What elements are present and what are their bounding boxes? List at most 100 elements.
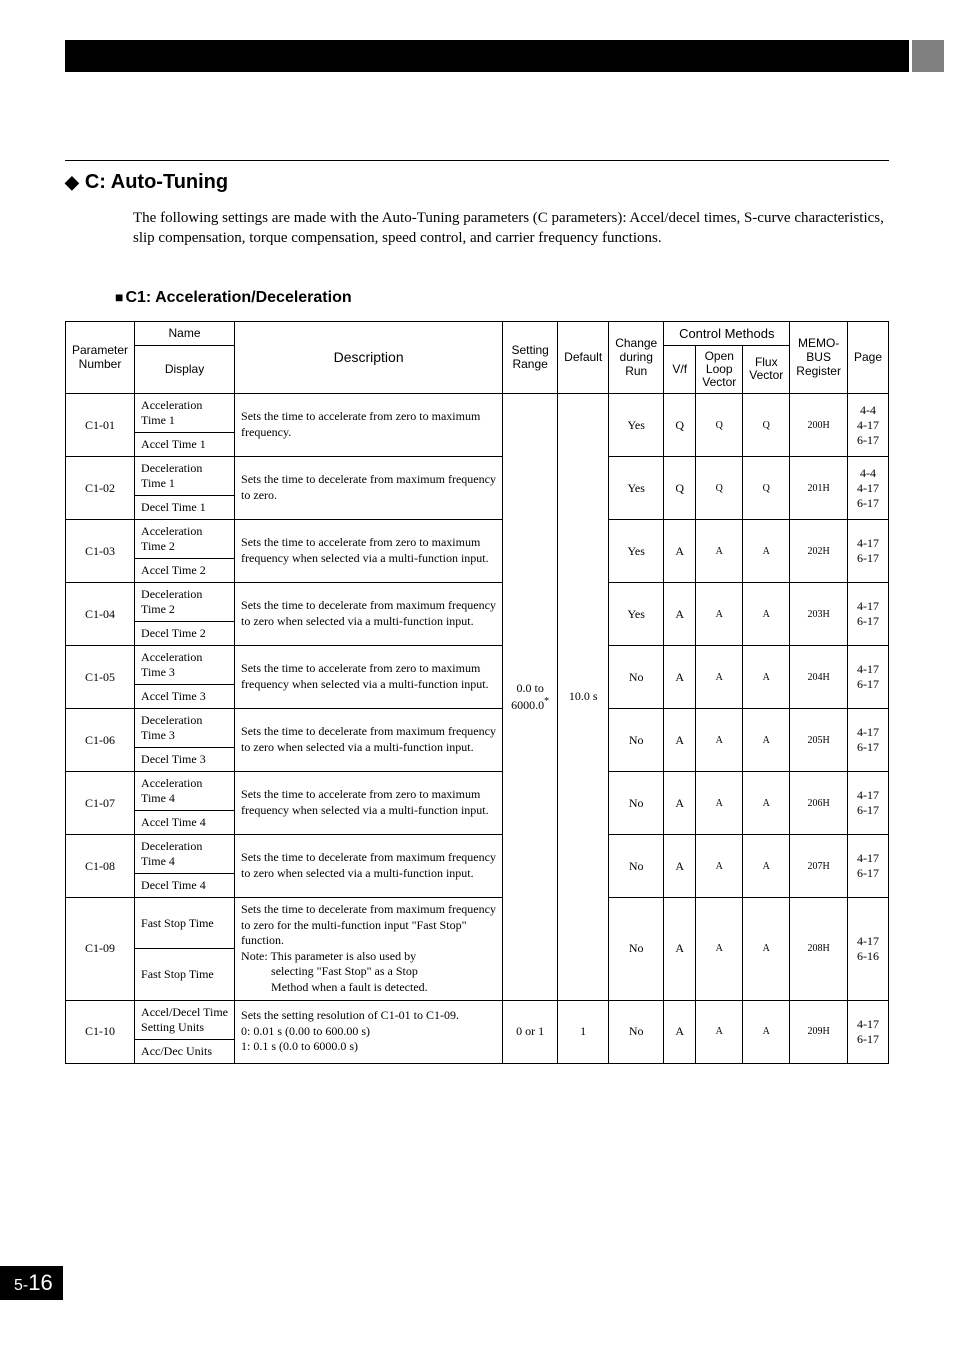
cell-memo: 202H <box>790 520 848 583</box>
cell-open: A <box>696 709 743 772</box>
cell-vf: Q <box>664 394 696 457</box>
cell-page: 4-44-176-17 <box>847 457 888 520</box>
cell-page: 4-176-17 <box>847 520 888 583</box>
subsection-title: ■C1: Acceleration/Deceleration <box>115 289 889 307</box>
hdr-name: Name <box>135 321 235 345</box>
cell-param: C1-05 <box>66 646 135 709</box>
diamond-icon: ◆ <box>65 172 79 192</box>
hdr-control: Control Methods <box>664 321 790 345</box>
cell-page: 4-176-17 <box>847 646 888 709</box>
cell-name: Deceleration Time 1 <box>135 457 235 496</box>
cell-change: No <box>609 898 664 1001</box>
cell-param: C1-08 <box>66 835 135 898</box>
cell-vf: A <box>664 709 696 772</box>
cell-display: Accel Time 4 <box>135 811 235 835</box>
cell-display: Decel Time 1 <box>135 496 235 520</box>
cell-open: A <box>696 646 743 709</box>
cell-change: Yes <box>609 457 664 520</box>
cell-change: No <box>609 772 664 835</box>
cell-description: Sets the time to accelerate from zero to… <box>235 646 503 709</box>
cell-description: Sets the time to decelerate from maximum… <box>235 709 503 772</box>
table-head: Parameter Number Name Description Settin… <box>66 321 889 394</box>
cell-page: 4-176-17 <box>847 1000 888 1063</box>
cell-flux: A <box>743 835 790 898</box>
cell-open: A <box>696 583 743 646</box>
header-bar <box>65 40 909 72</box>
cell-page: 4-176-17 <box>847 583 888 646</box>
cell-range: 0 or 1 <box>503 1000 558 1063</box>
page-num: 16 <box>28 1270 52 1295</box>
cell-change: No <box>609 646 664 709</box>
hdr-param: Parameter Number <box>66 321 135 394</box>
cell-display: Acc/Dec Units <box>135 1039 235 1063</box>
cell-open: Q <box>696 457 743 520</box>
cell-name: Fast Stop Time <box>135 898 235 949</box>
cell-flux: A <box>743 709 790 772</box>
table-row: C1-03Acceleration Time 2Sets the time to… <box>66 520 889 559</box>
cell-open: A <box>696 1000 743 1063</box>
page-prefix: 5- <box>14 1277 28 1294</box>
cell-memo: 207H <box>790 835 848 898</box>
cell-change: Yes <box>609 520 664 583</box>
table-row: C1-08Deceleration Time 4Sets the time to… <box>66 835 889 874</box>
section-title: ◆ C: Auto-Tuning <box>65 171 889 194</box>
cell-change: No <box>609 835 664 898</box>
cell-flux: A <box>743 583 790 646</box>
cell-description: Sets the time to decelerate from maximum… <box>235 835 503 898</box>
cell-change: No <box>609 709 664 772</box>
table-row: C1-05Acceleration Time 3Sets the time to… <box>66 646 889 685</box>
cell-page: 4-176-17 <box>847 772 888 835</box>
table-body: C1-01Acceleration Time 1Sets the time to… <box>66 394 889 1064</box>
cell-flux: A <box>743 772 790 835</box>
cell-default: 1 <box>558 1000 609 1063</box>
cell-name: Deceleration Time 3 <box>135 709 235 748</box>
cell-memo: 200H <box>790 394 848 457</box>
cell-memo: 204H <box>790 646 848 709</box>
cell-vf: A <box>664 646 696 709</box>
section-title-text: C: Auto-Tuning <box>85 171 228 193</box>
header-gray-square <box>912 40 944 72</box>
cell-param: C1-01 <box>66 394 135 457</box>
cell-description: Sets the time to decelerate from maximum… <box>235 583 503 646</box>
cell-memo: 209H <box>790 1000 848 1063</box>
cell-page: 4-44-176-17 <box>847 394 888 457</box>
cell-page: 4-176-17 <box>847 835 888 898</box>
cell-open: A <box>696 772 743 835</box>
section-intro: The following settings are made with the… <box>133 208 889 249</box>
cell-open: A <box>696 520 743 583</box>
cell-vf: A <box>664 772 696 835</box>
table-row: C1-09Fast Stop TimeSets the time to dece… <box>66 898 889 949</box>
table-row: C1-10Accel/Decel Time Setting UnitsSets … <box>66 1000 889 1039</box>
cell-flux: A <box>743 1000 790 1063</box>
cell-display: Decel Time 2 <box>135 622 235 646</box>
cell-name: Acceleration Time 2 <box>135 520 235 559</box>
cell-description: Sets the time to accelerate from zero to… <box>235 394 503 457</box>
section-rule <box>65 160 889 161</box>
hdr-change: Change during Run <box>609 321 664 394</box>
cell-display: Accel Time 3 <box>135 685 235 709</box>
cell-param: C1-07 <box>66 772 135 835</box>
cell-description: Sets the time to decelerate from maximum… <box>235 457 503 520</box>
cell-open: A <box>696 835 743 898</box>
hdr-memo: MEMO-BUS Register <box>790 321 848 394</box>
cell-display: Accel Time 1 <box>135 433 235 457</box>
cell-param: C1-03 <box>66 520 135 583</box>
cell-memo: 206H <box>790 772 848 835</box>
cell-flux: Q <box>743 394 790 457</box>
hdr-default: Default <box>558 321 609 394</box>
hdr-flux: Flux Vector <box>743 345 790 394</box>
cell-memo: 201H <box>790 457 848 520</box>
cell-display: Fast Stop Time <box>135 949 235 1000</box>
page-number-tag: 5-16 <box>0 1266 63 1300</box>
cell-page: 4-176-16 <box>847 898 888 1001</box>
cell-name: Acceleration Time 4 <box>135 772 235 811</box>
cell-flux: Q <box>743 457 790 520</box>
cell-change: Yes <box>609 394 664 457</box>
cell-flux: A <box>743 898 790 1001</box>
cell-param: C1-02 <box>66 457 135 520</box>
cell-memo: 208H <box>790 898 848 1001</box>
cell-vf: A <box>664 898 696 1001</box>
subsection-text: C1: Acceleration/Deceleration <box>125 289 351 306</box>
hdr-desc: Description <box>235 321 503 394</box>
cell-memo: 205H <box>790 709 848 772</box>
